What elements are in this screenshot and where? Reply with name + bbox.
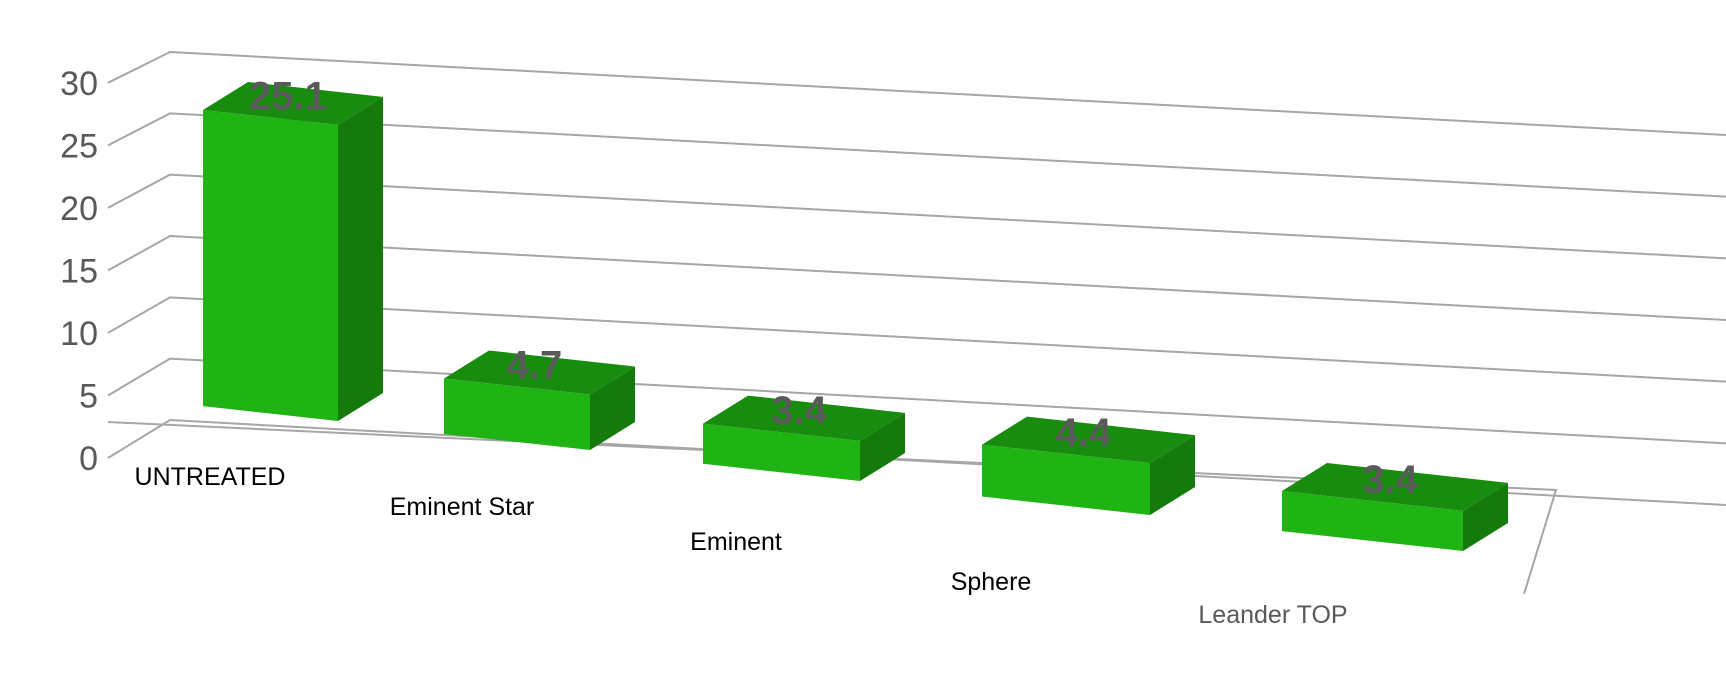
data-label: 3.4 (1362, 458, 1418, 502)
gridline (107, 112, 1726, 198)
bar (203, 81, 383, 421)
data-label: 4.7 (507, 344, 563, 388)
bar-top-face (444, 350, 635, 395)
bar-front-face (982, 444, 1150, 515)
y-tick-label: 0 (79, 440, 98, 478)
bar-side-face (1150, 435, 1195, 515)
x-category-label: UNTREATED (135, 463, 286, 491)
bar-top-face (982, 416, 1195, 464)
bar-front-face (203, 109, 338, 421)
y-tick-label: 15 (60, 252, 98, 290)
x-axis-categories: UNTREATED Eminent Star Eminent Sphere Leande… (135, 463, 1348, 629)
bar (444, 350, 635, 450)
bar-side-face (860, 412, 905, 481)
bar-front-face (444, 378, 590, 450)
gridline (107, 234, 1726, 321)
x-category-label: Leander TOP (1198, 601, 1347, 629)
bar-side-face (1463, 482, 1508, 551)
bar-front-face (1282, 490, 1463, 551)
y-tick-label: 10 (60, 315, 98, 353)
x-category-label: Sphere (951, 568, 1032, 596)
y-tick-label: 30 (60, 65, 98, 103)
bar-top-face (1282, 462, 1508, 511)
data-label: 25.1 (249, 74, 327, 118)
x-category-label: Eminent Star (390, 493, 535, 521)
bar-front-face (703, 423, 860, 481)
bar-side-face (590, 366, 635, 450)
data-labels: 25.1 4.7 3.4 4.4 3.4 (249, 74, 1418, 502)
gridline (107, 357, 1726, 445)
bars (203, 81, 1508, 551)
x-category-label: Eminent (690, 528, 782, 556)
bar-top-face (703, 395, 905, 441)
bar (1282, 462, 1508, 551)
y-tick-label: 20 (60, 190, 98, 228)
bar (982, 416, 1195, 515)
gridline (107, 50, 1726, 136)
gridline (107, 418, 1726, 506)
gridline (107, 296, 1726, 383)
gridlines (107, 50, 1726, 595)
gridline (107, 173, 1726, 260)
y-tick-label: 25 (60, 127, 98, 165)
bar-top-face (203, 81, 383, 125)
data-label: 3.4 (771, 389, 827, 433)
bar (703, 395, 905, 481)
data-label: 4.4 (1056, 411, 1112, 455)
y-axis-ticks: 0 5 10 15 20 25 30 (60, 65, 98, 478)
y-tick-label: 5 (79, 377, 98, 415)
bar-side-face (338, 96, 383, 421)
